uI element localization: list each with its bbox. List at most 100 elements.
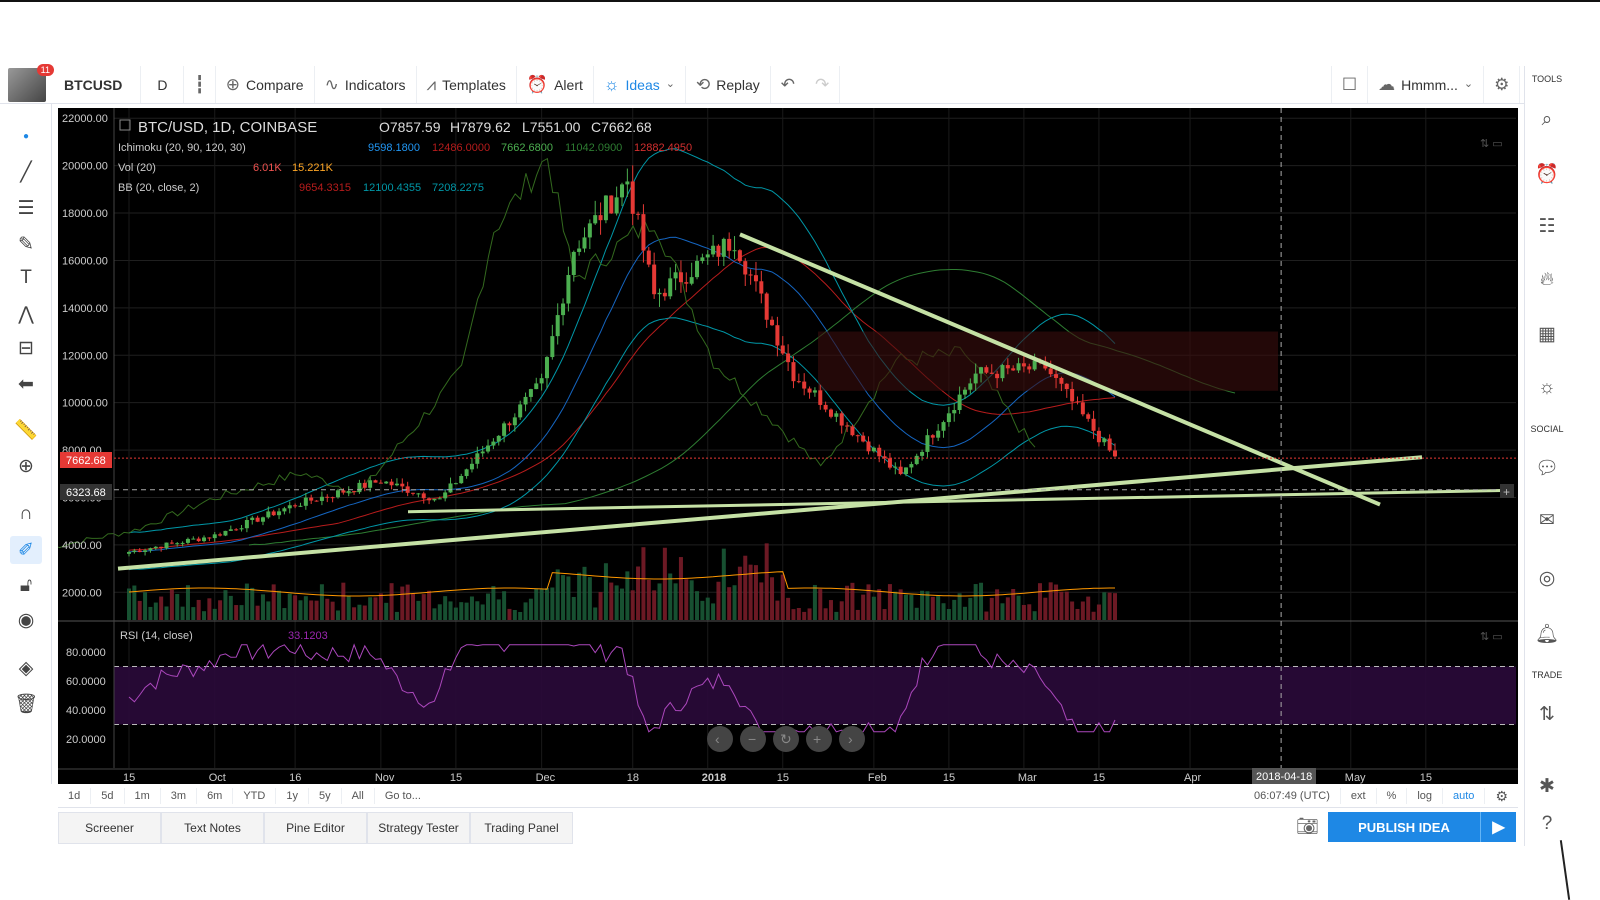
candle-body (1048, 368, 1053, 375)
ichimoku-label[interactable]: Ichimoku (20, 90, 120, 30) (118, 142, 246, 154)
templates-button[interactable]: ⩘ Templates (417, 66, 517, 103)
ruler-icon[interactable]: 📏 (14, 420, 38, 441)
streams-icon[interactable]: ◎ (1538, 567, 1556, 589)
volume-bar (1096, 604, 1101, 620)
play-icon[interactable]: ▶ (1480, 812, 1516, 842)
search-icon[interactable]: ⌕ (1541, 109, 1553, 130)
fib-tool[interactable]: ☰ (17, 197, 35, 219)
range-5d[interactable]: 5d (91, 787, 125, 804)
candle-body (609, 195, 614, 214)
rsi-band (114, 666, 1516, 725)
volume-bar (496, 599, 501, 620)
private-chat-icon[interactable]: ✉ (1539, 509, 1555, 531)
ideas-stream-icon[interactable]: ☼ (1538, 377, 1556, 398)
lock-icon[interactable]: 🔓︎ (19, 575, 33, 596)
volume-bar (180, 606, 185, 620)
undo-button[interactable]: ↶ (771, 66, 805, 103)
auto-toggle[interactable]: auto (1443, 788, 1486, 804)
notifications-icon[interactable]: 🔔︎ (1534, 624, 1560, 645)
range-all[interactable]: All (342, 787, 375, 804)
back-arrow-icon[interactable]: ⬅ (18, 373, 34, 395)
clock-time[interactable]: 06:07:49 (UTC) (1244, 788, 1341, 804)
chart-svg[interactable]: 22000.00 20000.00 18000.00 16000.00 14000.00… (48, 108, 1518, 784)
tab-screener[interactable]: Screener (58, 812, 161, 844)
publish-idea-button[interactable]: PUBLISH IDEA ▶ (1328, 812, 1516, 842)
eye-icon[interactable]: ◉ (17, 609, 35, 631)
range-3m[interactable]: 3m (161, 787, 198, 804)
redo-button[interactable]: ↷ (805, 66, 841, 103)
range-6m[interactable]: 6m (197, 787, 234, 804)
calendar-icon[interactable]: ▦ (1538, 323, 1556, 345)
range-ytd[interactable]: YTD (233, 787, 277, 804)
ext-toggle[interactable]: ext (1341, 788, 1377, 804)
range-5y[interactable]: 5y (309, 787, 342, 804)
interval-button[interactable]: D (141, 66, 185, 103)
range-1y[interactable]: 1y (276, 787, 309, 804)
reset-button[interactable] (773, 726, 799, 752)
camera-icon[interactable]: 📷︎ (1296, 816, 1319, 836)
brush-tool[interactable]: ✎ (18, 233, 34, 255)
layers-icon[interactable]: ◈ (18, 657, 34, 679)
bb-label[interactable]: BB (20, close, 2) (118, 182, 199, 194)
percent-toggle[interactable]: % (1377, 788, 1408, 804)
nav-left-button[interactable] (707, 726, 733, 752)
goto-button[interactable]: Go to... (384, 789, 421, 802)
bug-icon[interactable]: ✱ (1539, 775, 1555, 797)
chat-icon[interactable]: 💬︎ (1534, 458, 1560, 479)
chart-style-button[interactable]: ┇ (184, 66, 216, 103)
range-1d[interactable]: 1d (58, 787, 92, 804)
zoom-in-button[interactable] (806, 726, 832, 752)
candle-body (989, 372, 994, 374)
chart-area[interactable]: 22000.00 20000.00 18000.00 16000.00 14000.00… (48, 108, 1518, 784)
pane-controls-icon[interactable]: ⇅ ▭ (1480, 138, 1503, 150)
prediction-tool[interactable]: ⊟ (18, 337, 34, 359)
tab-text-notes[interactable]: Text Notes (161, 812, 264, 844)
cursor-tool[interactable]: ● (22, 130, 30, 142)
ideas-button[interactable]: ☼ Ideas ⌄ (594, 66, 686, 103)
save-layout-button[interactable]: ☁ Hmmm... ⌄ (1368, 66, 1485, 103)
volume-bar (823, 608, 828, 620)
volume-bar (984, 611, 989, 620)
trading-icon[interactable]: ⇅ (1539, 703, 1555, 725)
alert-button[interactable]: ⏰ Alert (517, 66, 594, 103)
alarm-icon[interactable]: ⏰ (1535, 164, 1559, 185)
zoom-out-button[interactable] (740, 726, 766, 752)
add-alert-button[interactable] (1500, 484, 1514, 498)
compare-button[interactable]: ⊕ Compare (216, 66, 315, 103)
collapse-icon[interactable] (119, 119, 131, 131)
gear-icon[interactable]: ⚙ (1495, 787, 1508, 804)
volume-bar (968, 597, 973, 620)
volume-bar (1102, 592, 1107, 620)
candle-body (207, 537, 212, 539)
pattern-tool[interactable]: ⋀ (18, 303, 34, 325)
legend-title[interactable]: BTC/USD, 1D, COINBASE (138, 119, 317, 136)
tab-strategy-tester[interactable]: Strategy Tester (367, 812, 470, 844)
settings-button[interactable]: ⚙ (1484, 66, 1521, 103)
rsi-label[interactable]: RSI (14, close) (120, 630, 193, 642)
watchlist-icon[interactable]: ☷ (1538, 215, 1556, 237)
volume-bar (909, 594, 914, 620)
fullscreen-layout-button[interactable]: ☐ (1330, 66, 1369, 103)
help-icon[interactable]: ? (1541, 813, 1553, 834)
stay-drawing-icon[interactable]: ✐ (10, 536, 42, 564)
zoom-icon[interactable]: ⊕ (18, 455, 34, 477)
tab-pine-editor[interactable]: Pine Editor (264, 812, 367, 844)
user-avatar[interactable]: 11 (8, 63, 54, 102)
volume-bar (695, 591, 700, 620)
rsi-pane-controls-icon[interactable]: ⇅ ▭ (1480, 631, 1503, 643)
range-1m[interactable]: 1m (125, 787, 161, 804)
vol-label[interactable]: Vol (20) (118, 162, 156, 174)
log-toggle[interactable]: log (1407, 788, 1444, 804)
indicators-button[interactable]: ∿ Indicators (315, 66, 417, 103)
replay-button[interactable]: ⟲ Replay (686, 66, 771, 103)
nav-right-button[interactable] (839, 726, 865, 752)
trash-icon[interactable]: 🗑︎ (13, 694, 39, 715)
tab-trading-panel[interactable]: Trading Panel (470, 812, 573, 844)
text-tool[interactable]: T (20, 267, 32, 288)
symbol-search[interactable]: BTCUSD (56, 66, 142, 103)
trend-line-tool[interactable]: ╱ (20, 161, 32, 183)
hotlist-icon[interactable]: 🔥︎ (1540, 269, 1554, 290)
magnet-icon[interactable]: ∩ (19, 503, 33, 524)
lightbulb-icon: ☼ (603, 75, 620, 94)
candle-body (298, 505, 303, 507)
